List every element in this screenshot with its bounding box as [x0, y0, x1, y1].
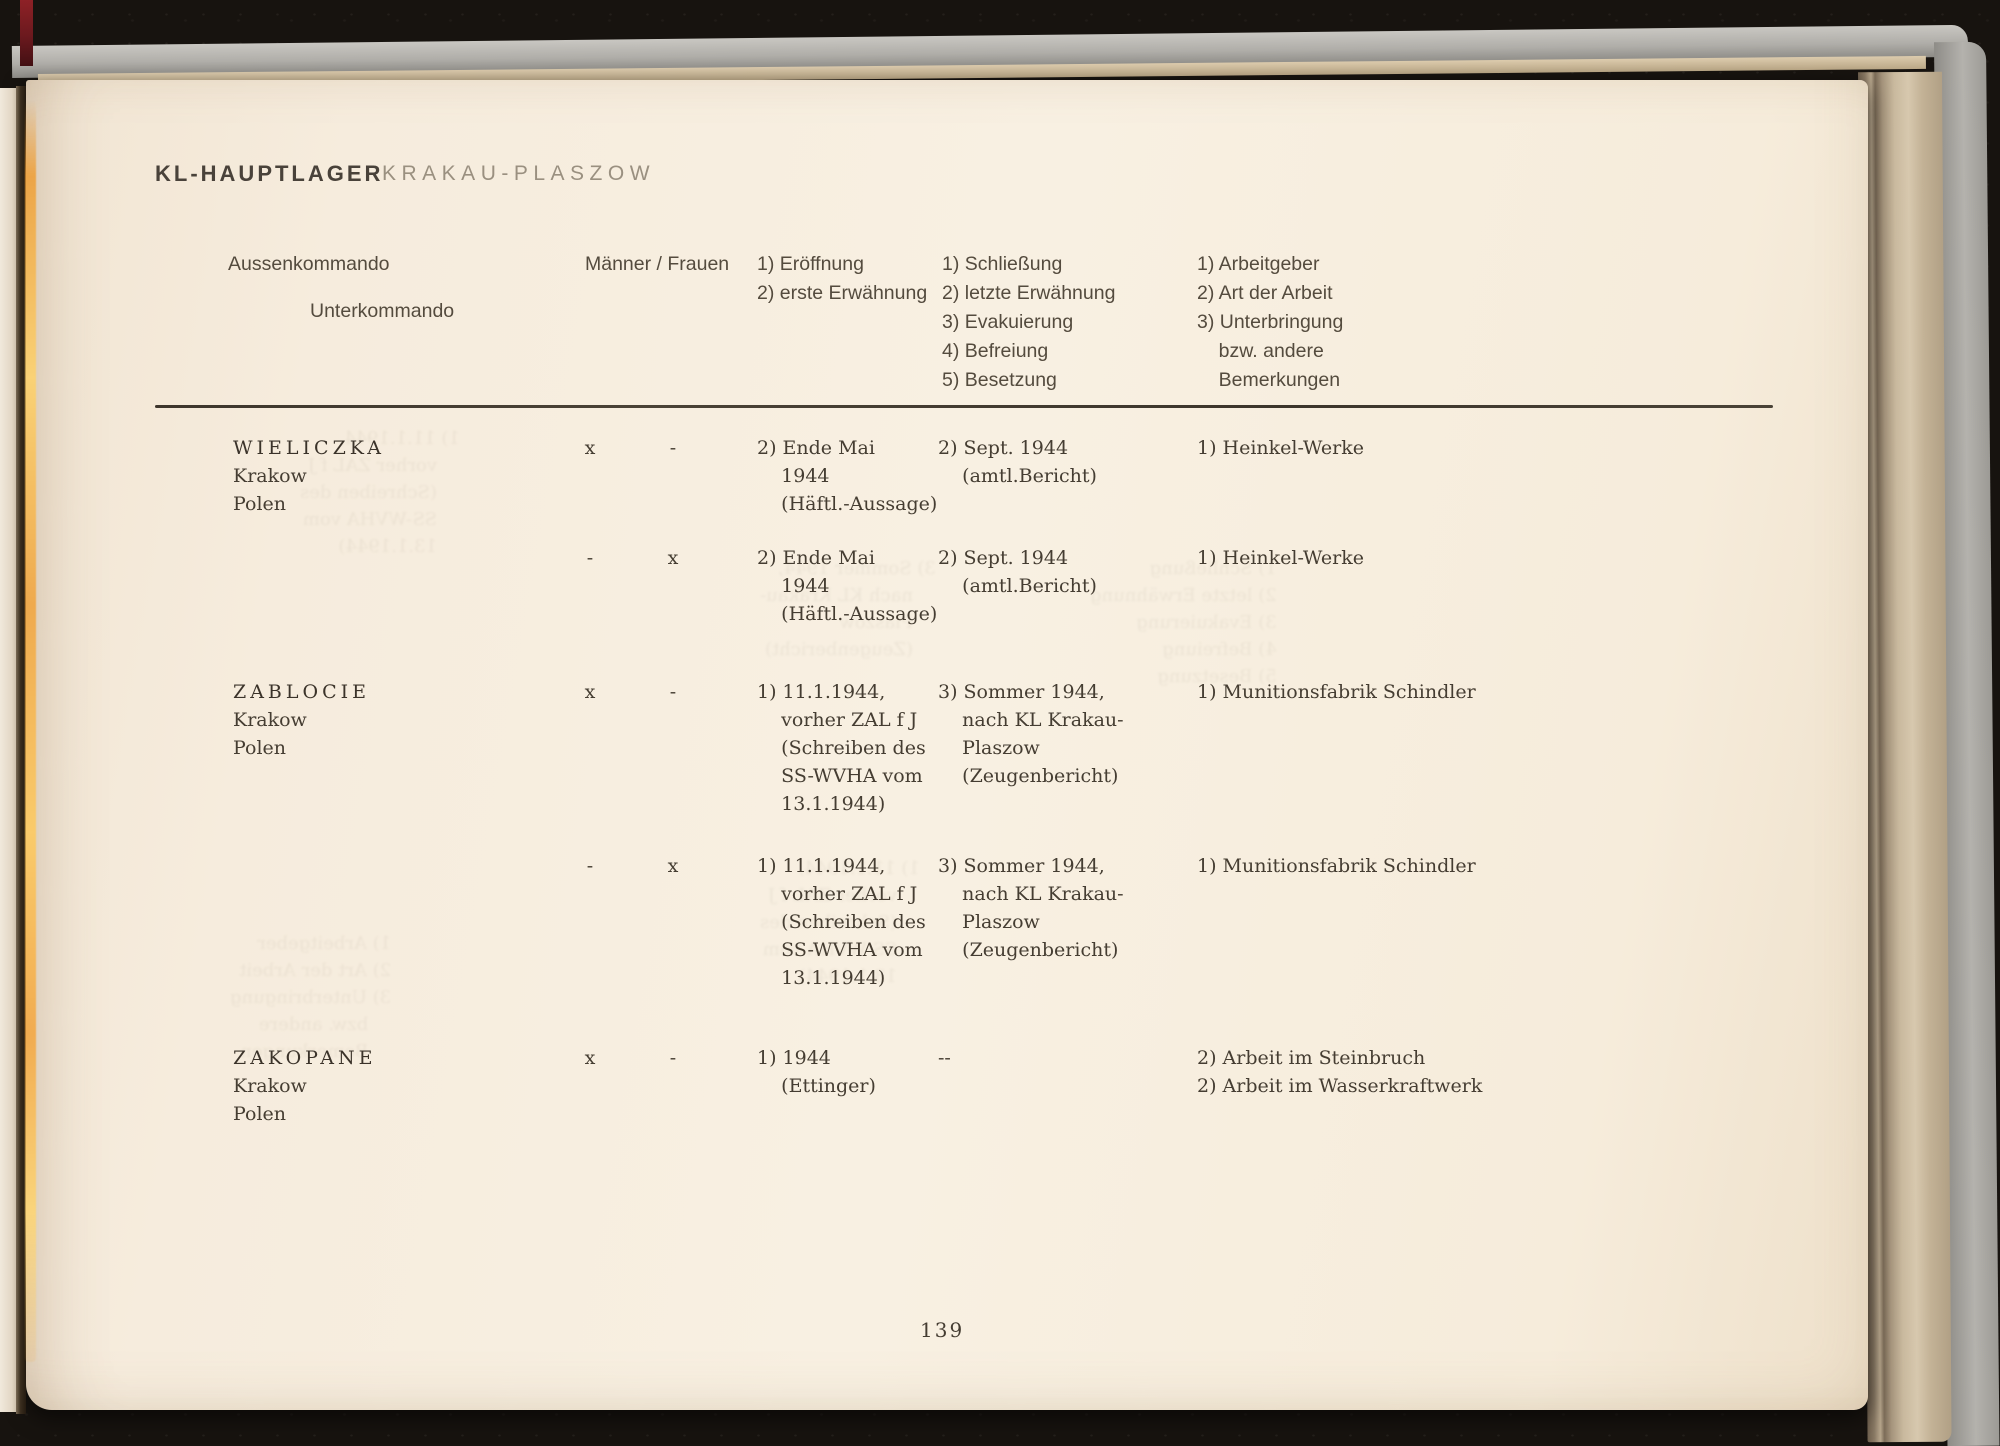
frauen-mark: - [669, 681, 677, 703]
page-number: 139 [920, 1318, 965, 1342]
employer-cell: 2) Arbeit im Steinbruch 2) Arbeit im Was… [1197, 1047, 1483, 1097]
employer-cell: 1) Munitionsfabrik Schindler [1197, 681, 1476, 703]
header-unterkommando: Unterkommando [310, 300, 455, 322]
gilded-edge-glow [25, 100, 36, 1362]
camp-name: ZAKOPANE [233, 1047, 377, 1069]
opening-cell: 1) 11.1.1944, vorher ZAL f J (Schreiben … [757, 855, 926, 989]
closing-cell: 3) Sommer 1944, nach KL Krakau- Plaszow … [938, 681, 1124, 787]
maenner-mark: x [584, 1047, 596, 1069]
header-employer-column: 1) Arbeitgeber 2) Art der Arbeit 3) Unte… [1197, 253, 1344, 391]
header-closing-column: 1) Schließung 2) letzte Erwähnung 3) Eva… [942, 253, 1116, 391]
employer-cell: 1) Munitionsfabrik Schindler [1197, 855, 1476, 877]
page-title-main: KL-HAUPTLAGER [155, 161, 384, 186]
frauen-mark: x [667, 855, 679, 877]
maenner-mark: x [584, 437, 596, 459]
frauen-mark: - [669, 1047, 677, 1069]
employer-cell: 1) Heinkel-Werke [1197, 437, 1364, 459]
header-rule-line [155, 405, 1773, 408]
header-opening-column: 1) Eröffnung 2) erste Erwähnung [757, 253, 928, 304]
camp-location: Krakow Polen [233, 465, 307, 515]
camp-location: Krakow Polen [233, 709, 307, 759]
opening-cell: 2) Ende Mai 1944 (Häftl.-Aussage) [757, 547, 938, 625]
camp-name: WIELICZKA [233, 437, 385, 459]
opposite-page-edge [0, 88, 17, 1412]
opening-cell: 1) 11.1.1944, vorher ZAL f J (Schreiben … [757, 681, 926, 815]
header-aussenkommando: Aussenkommando [228, 253, 390, 275]
book-page [26, 80, 1868, 1410]
opening-cell: 1) 1944 (Ettinger) [757, 1047, 876, 1097]
red-binding-mark [20, 0, 33, 66]
header-maenner-frauen: Männer / Frauen [585, 253, 730, 275]
opening-cell: 2) Ende Mai 1944 (Häftl.-Aussage) [757, 437, 938, 515]
closing-cell: 2) Sept. 1944 (amtl.Bericht) [938, 437, 1097, 487]
closing-cell: 2) Sept. 1944 (amtl.Bericht) [938, 547, 1097, 597]
page-title-sub: KRAKAU-PLASZOW [382, 162, 656, 185]
employer-cell: 1) Heinkel-Werke [1197, 547, 1364, 569]
frauen-mark: - [669, 437, 677, 459]
maenner-mark: x [584, 681, 596, 703]
closing-cell: -- [938, 1047, 951, 1069]
gutter-shadow [16, 86, 26, 1414]
maenner-mark: - [586, 547, 594, 569]
maenner-mark: - [586, 855, 594, 877]
closing-cell: 3) Sommer 1944, nach KL Krakau- Plaszow … [938, 855, 1124, 961]
camp-name: ZABLOCIE [233, 681, 370, 703]
camp-location: Krakow Polen [233, 1075, 307, 1125]
frauen-mark: x [667, 547, 679, 569]
